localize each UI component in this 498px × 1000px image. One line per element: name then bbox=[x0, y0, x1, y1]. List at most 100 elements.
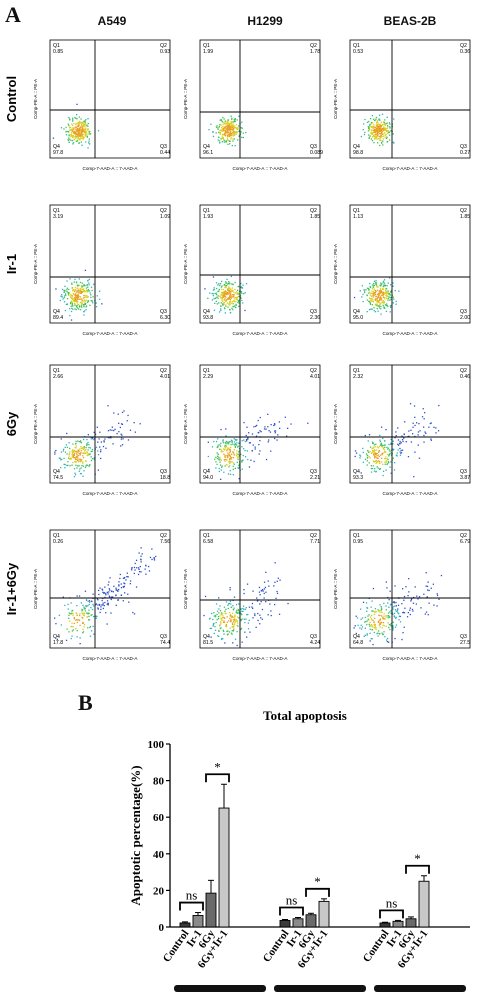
scatter-event bbox=[244, 631, 246, 634]
scatter-event bbox=[229, 122, 231, 124]
scatter-event bbox=[105, 594, 107, 596]
scatter-event bbox=[101, 604, 103, 606]
scatter-event bbox=[219, 456, 221, 459]
scatter-event bbox=[371, 638, 373, 640]
scatter-event bbox=[220, 621, 222, 624]
scatter-event bbox=[382, 633, 384, 636]
scatter-event bbox=[73, 454, 75, 456]
row-header-ir1: Ir-1 bbox=[4, 254, 19, 274]
scatter-event bbox=[91, 608, 94, 611]
scatter-event bbox=[385, 293, 387, 295]
scatter-event bbox=[76, 118, 78, 120]
scatter-event bbox=[371, 452, 373, 454]
scatter-event bbox=[80, 445, 82, 448]
scatter-event bbox=[86, 296, 89, 298]
scatter-event bbox=[416, 422, 418, 424]
scatter-event bbox=[229, 614, 232, 616]
scatter-event bbox=[227, 630, 229, 632]
scatter-event bbox=[401, 449, 404, 451]
scatter-event bbox=[385, 291, 388, 293]
scatter-event bbox=[121, 423, 124, 425]
scatter-event bbox=[66, 446, 68, 448]
quadrant-value-q2: 4.01 bbox=[310, 374, 320, 380]
scatter-event bbox=[83, 470, 85, 472]
scatter-event bbox=[380, 443, 382, 446]
scatter-event bbox=[373, 124, 375, 126]
scatter-event bbox=[87, 600, 89, 602]
scatter-event bbox=[224, 284, 226, 287]
scatter-event bbox=[228, 464, 231, 467]
scatter-event bbox=[223, 307, 226, 309]
scatter-event bbox=[379, 623, 381, 625]
scatter-event bbox=[236, 631, 238, 633]
scatter-event bbox=[80, 447, 82, 449]
scatter-event bbox=[68, 453, 71, 455]
scatter-event bbox=[83, 133, 85, 136]
scatter-event bbox=[204, 595, 207, 598]
scatter-event bbox=[106, 600, 109, 602]
scatter-event bbox=[265, 601, 267, 603]
scatter-event bbox=[104, 601, 106, 604]
scatter-event bbox=[377, 126, 379, 128]
scatter-event bbox=[78, 130, 81, 132]
scatter-event bbox=[393, 118, 395, 120]
scatter-event bbox=[254, 613, 256, 615]
scatter-event bbox=[209, 292, 211, 294]
scatter-event bbox=[379, 454, 382, 456]
scatter-event bbox=[108, 588, 110, 590]
scatter-event bbox=[379, 130, 381, 132]
scatter-event bbox=[134, 562, 136, 565]
scatter-event bbox=[383, 126, 385, 128]
scatter-event bbox=[229, 617, 231, 620]
scatter-event bbox=[423, 593, 425, 595]
scatter-event bbox=[83, 285, 85, 287]
scatter-event bbox=[379, 137, 381, 140]
scatter-event bbox=[82, 465, 84, 467]
scatter-event bbox=[234, 119, 236, 121]
scatter-event bbox=[231, 144, 233, 147]
scatter-event bbox=[225, 300, 227, 302]
scatter-event bbox=[243, 448, 245, 450]
scatter-event bbox=[392, 285, 394, 287]
scatter-event bbox=[386, 130, 388, 132]
scatter-event bbox=[86, 616, 88, 618]
scatter-event bbox=[66, 303, 69, 305]
scatter-event bbox=[74, 126, 76, 128]
scatter-event bbox=[224, 133, 226, 135]
scatter-event bbox=[127, 576, 129, 578]
scatter-event bbox=[107, 584, 109, 586]
scatter-event bbox=[228, 281, 230, 283]
scatter-event bbox=[270, 450, 272, 452]
scatter-event bbox=[420, 607, 422, 609]
scatter-event bbox=[263, 588, 265, 590]
quadrant-value-q2: 0.46 bbox=[460, 374, 470, 380]
plot-frame bbox=[199, 204, 321, 324]
scatter-event bbox=[381, 632, 383, 634]
scatter-event bbox=[375, 460, 377, 462]
scatter-event bbox=[372, 442, 374, 444]
scatter-event bbox=[398, 619, 400, 621]
scatter-event bbox=[105, 592, 107, 595]
scatter-event bbox=[385, 605, 387, 607]
scatter-event bbox=[226, 123, 228, 125]
scatter-event bbox=[384, 137, 386, 139]
plot-frame bbox=[349, 364, 471, 484]
scatter-event bbox=[367, 618, 369, 620]
scatter-event bbox=[382, 296, 385, 299]
scatter-event bbox=[85, 131, 87, 134]
scatter-event bbox=[387, 291, 389, 293]
scatter-event bbox=[377, 135, 379, 137]
quadrant-label-q1: Q1 bbox=[53, 533, 60, 539]
scatter-event bbox=[85, 141, 87, 143]
scatter-event bbox=[232, 465, 234, 467]
scatter-event bbox=[77, 129, 79, 131]
scatter-event bbox=[374, 617, 376, 620]
scatter-event bbox=[77, 455, 79, 457]
scatter-event bbox=[369, 302, 371, 305]
scatter-event bbox=[77, 301, 79, 303]
scatter-event bbox=[436, 594, 439, 597]
scatter-event bbox=[220, 638, 223, 641]
scatter-event bbox=[76, 126, 78, 128]
scatter-event bbox=[92, 438, 94, 441]
